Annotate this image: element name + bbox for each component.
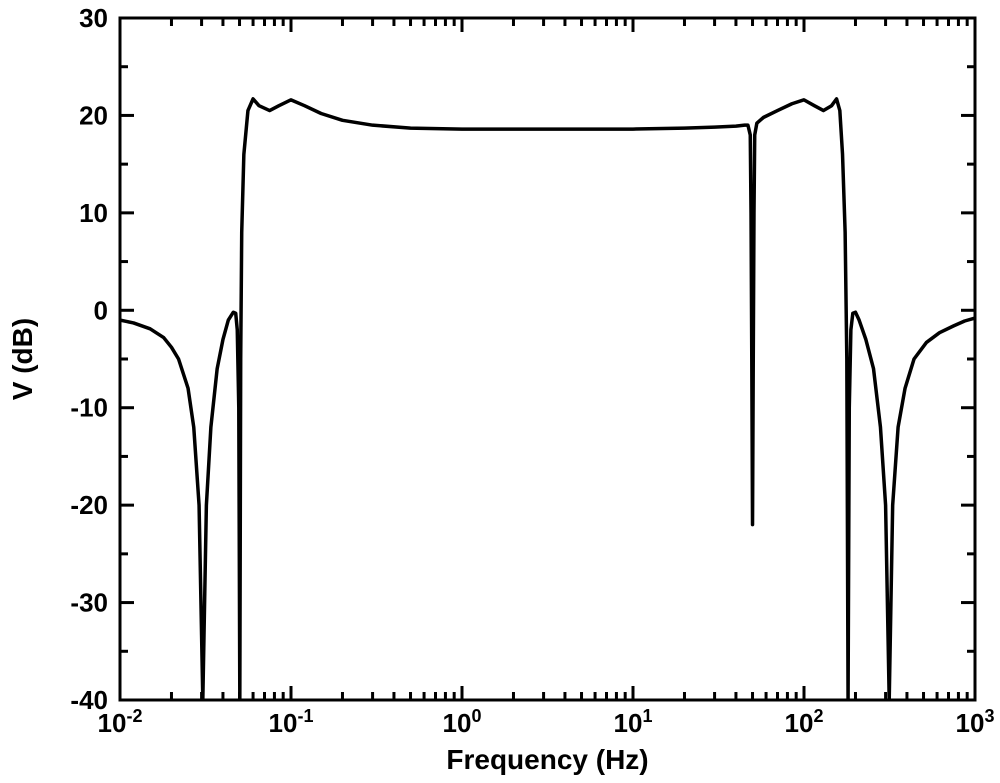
frequency-response-chart: 10-210-1100101102103-40-30-20-100102030F… xyxy=(0,0,1000,783)
y-tick-label: 0 xyxy=(94,295,108,325)
y-tick-label: 10 xyxy=(79,198,108,228)
y-axis-label: V (dB) xyxy=(7,318,38,400)
y-tick-label: -10 xyxy=(70,393,108,423)
x-tick-label: 102 xyxy=(785,706,824,738)
x-tick-label: 103 xyxy=(956,706,995,738)
x-tick-label: 100 xyxy=(443,706,482,738)
y-tick-label: -30 xyxy=(70,588,108,618)
x-tick-label: 10-1 xyxy=(269,706,314,738)
x-axis-label: Frequency (Hz) xyxy=(446,744,648,775)
y-tick-label: -20 xyxy=(70,490,108,520)
y-tick-label: -40 xyxy=(70,685,108,715)
y-tick-label: 30 xyxy=(79,3,108,33)
y-tick-label: 20 xyxy=(79,100,108,130)
chart-svg: 10-210-1100101102103-40-30-20-100102030F… xyxy=(0,0,1000,783)
x-tick-label: 101 xyxy=(614,706,653,738)
